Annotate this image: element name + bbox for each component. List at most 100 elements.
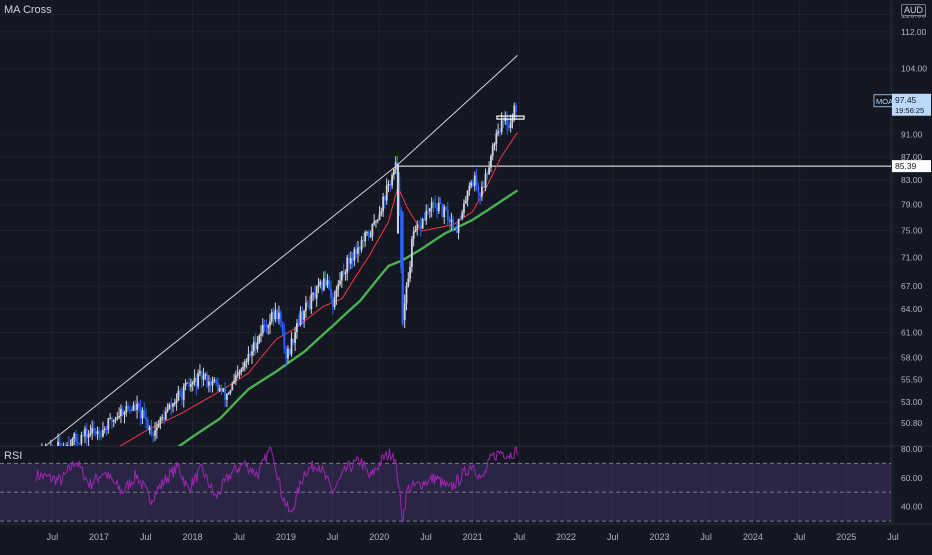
rsi-indicator-label[interactable]: RSI [4, 450, 23, 462]
candle [498, 127, 501, 137]
candle-body [360, 239, 363, 250]
candle [339, 272, 341, 287]
candle [443, 204, 446, 225]
candle [432, 199, 435, 213]
candle [481, 181, 483, 201]
candle-body [272, 312, 275, 320]
candle-body [335, 289, 338, 297]
candle [441, 203, 444, 218]
candle-body [452, 219, 455, 230]
candle-body [387, 184, 390, 186]
candle [211, 376, 214, 393]
candle-body [155, 427, 158, 431]
candle [270, 308, 273, 325]
candle-body [134, 404, 137, 410]
candle-body [236, 374, 239, 376]
candle-body [342, 271, 345, 274]
candle [233, 373, 235, 385]
candle-body [296, 323, 298, 333]
rsi-axis-tick-label: 40.00 [901, 502, 923, 512]
candle [181, 387, 183, 406]
candle [445, 206, 447, 211]
candle [164, 406, 167, 421]
candle-body [190, 384, 192, 387]
candle [269, 313, 271, 335]
candle [263, 319, 266, 332]
candle-body [355, 248, 358, 255]
price-axis-tick-label: 53.00 [901, 397, 923, 407]
candle [373, 214, 376, 226]
candle-body [349, 257, 352, 264]
candle-body [121, 408, 124, 415]
candle-body [333, 296, 336, 308]
candle [222, 387, 225, 393]
candle-body [306, 302, 309, 306]
candle-body [376, 219, 379, 221]
candle [335, 285, 338, 305]
candle-body [319, 281, 322, 285]
candle-body [466, 190, 469, 201]
candle [414, 225, 417, 233]
candle-body [195, 377, 198, 387]
candle [177, 386, 180, 402]
candle-body [305, 302, 307, 311]
candle [337, 280, 340, 297]
candle-body [245, 361, 248, 363]
candle [382, 192, 385, 217]
candle-body [102, 429, 104, 437]
candle [172, 402, 174, 413]
candle [82, 430, 85, 437]
countdown-label: 19:56:25 [895, 106, 924, 115]
candle-body [439, 202, 442, 204]
candle-body [416, 224, 419, 231]
candle-body [139, 407, 142, 419]
candle [100, 430, 103, 440]
candle-body [98, 431, 101, 437]
candle-body [109, 417, 112, 419]
candle-body [229, 390, 232, 393]
candle-body [118, 415, 121, 418]
candle [477, 182, 480, 201]
candle-body [270, 312, 273, 322]
price-axis-tick-label: 79.00 [901, 200, 923, 210]
candle-body [375, 220, 377, 222]
candle [364, 230, 367, 247]
currency-badge[interactable]: AUD [900, 4, 926, 16]
candle [278, 305, 280, 325]
price-axis-tick-label: 61.00 [901, 328, 923, 338]
candle [419, 216, 422, 237]
x-axis-tick-label: 2019 [276, 532, 296, 542]
resistance-label-box [892, 160, 931, 173]
candle [328, 275, 331, 291]
candle-body [93, 428, 95, 431]
candle [132, 401, 135, 411]
candle [120, 404, 122, 424]
candle [225, 393, 228, 407]
candle-body [409, 266, 411, 279]
candle-body [461, 212, 464, 219]
candle-body [507, 125, 510, 128]
candle [507, 118, 510, 131]
candle-body [186, 382, 189, 384]
candle-body [330, 289, 332, 299]
candle [294, 326, 297, 352]
candle [234, 370, 237, 385]
candle [486, 170, 489, 180]
candle-body [94, 430, 97, 434]
candle [369, 230, 372, 238]
candle [461, 209, 464, 221]
ma-cross-indicator-label[interactable]: MA Cross [4, 4, 52, 16]
candle-body [299, 311, 302, 325]
candle [91, 420, 94, 440]
candle-body [371, 224, 374, 237]
candle-body [481, 186, 483, 197]
candle-body [281, 321, 284, 332]
candle [62, 442, 64, 446]
candle-body [428, 208, 431, 212]
candle [393, 168, 395, 180]
candle-body [394, 162, 397, 170]
candle-body [491, 145, 494, 156]
candle [179, 388, 182, 398]
